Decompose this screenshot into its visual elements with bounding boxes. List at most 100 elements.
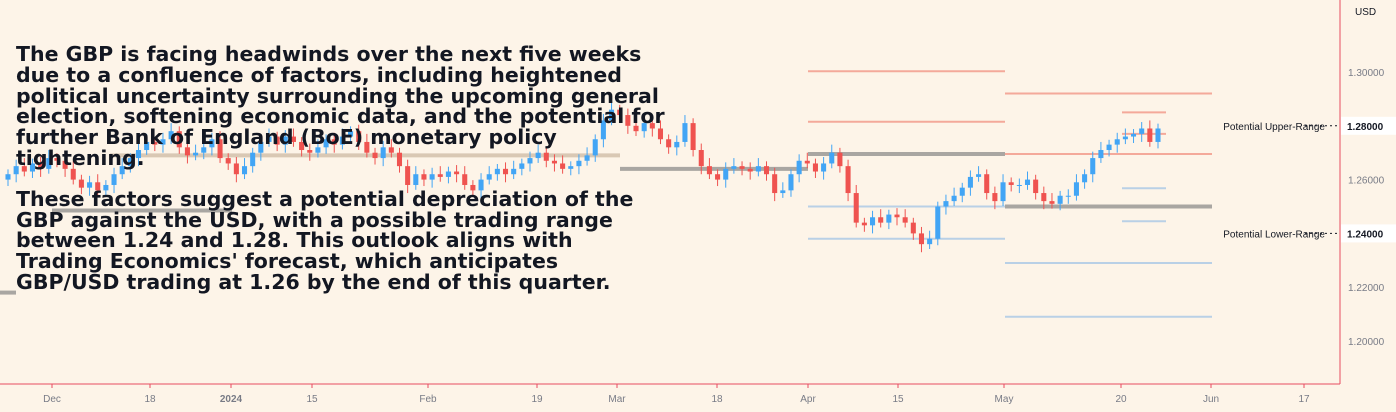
price-label-value: 1.28000: [1347, 122, 1384, 133]
candle-body: [698, 150, 704, 167]
commentary-paragraph-1: The GBP is facing headwinds over the nex…: [16, 42, 665, 170]
candle-body: [666, 139, 672, 148]
candle-body: [584, 155, 590, 161]
candle-body: [127, 158, 133, 167]
candle: [715, 169, 721, 187]
candle: [13, 159, 19, 183]
candle-body: [437, 174, 443, 177]
candle: [184, 140, 190, 164]
candle-body: [943, 201, 949, 207]
price-label-lower: Potential Lower-Range 1.24000: [1223, 224, 1396, 243]
price-label-value: 1.24000: [1347, 229, 1384, 240]
candle-body: [657, 128, 664, 140]
candle: [812, 158, 818, 178]
candle: [348, 126, 354, 144]
candle: [649, 116, 655, 137]
candle-body: [967, 176, 973, 188]
candle: [527, 151, 533, 172]
candle: [78, 174, 84, 195]
candle: [967, 170, 973, 196]
candle-body: [266, 136, 272, 142]
candle: [576, 154, 582, 175]
candle-body: [1041, 193, 1047, 202]
candle: [763, 161, 770, 181]
candle: [984, 169, 990, 200]
candle: [902, 209, 908, 228]
candle-body: [894, 214, 900, 218]
candle-body: [763, 166, 770, 175]
candle-body: [209, 139, 215, 148]
candle: [241, 158, 248, 180]
candle-body: [429, 174, 435, 180]
candle-body: [217, 139, 223, 159]
x-tick-label: Feb: [419, 394, 437, 405]
candle-body: [706, 166, 712, 175]
candle-body: [812, 163, 818, 172]
candle: [1057, 190, 1063, 211]
candle: [1008, 177, 1014, 192]
currency-label[interactable]: USD: [1355, 7, 1377, 18]
candle-body: [821, 163, 827, 172]
candle-body: [13, 166, 19, 175]
candle: [168, 123, 174, 145]
candle: [682, 115, 688, 147]
candle: [103, 180, 109, 197]
price-axis-bg[interactable]: [1340, 0, 1396, 407]
candle: [1147, 120, 1153, 147]
x-tick-label: 17: [1298, 394, 1310, 405]
x-tick-label: 15: [892, 394, 904, 405]
candle: [217, 131, 223, 163]
candle: [804, 152, 810, 169]
candle-body: [1131, 133, 1137, 137]
candle-body: [976, 174, 982, 177]
candle: [772, 167, 778, 202]
candle: [1122, 128, 1128, 145]
candle-body: [348, 131, 354, 137]
commentary-paragraph-2: These factors suggest a potential deprec…: [16, 186, 634, 294]
candle: [600, 113, 606, 148]
candle: [5, 169, 11, 187]
candle: [396, 147, 403, 173]
candle-body: [690, 123, 696, 151]
candle: [1016, 178, 1022, 194]
candle: [111, 167, 117, 194]
candle-body: [935, 206, 941, 239]
candle: [698, 143, 704, 175]
candle-body: [927, 238, 933, 245]
candle-body: [853, 193, 859, 223]
candle-body: [193, 152, 199, 156]
candle-body: [225, 158, 231, 164]
candle: [829, 144, 835, 169]
candle-body: [323, 139, 329, 148]
candle: [258, 135, 264, 161]
candle-body: [617, 109, 623, 116]
x-tick-label: 15: [306, 394, 318, 405]
candle-body: [274, 136, 280, 145]
candle: [551, 154, 557, 172]
candle-body: [1147, 128, 1153, 142]
candle-body: [54, 158, 60, 161]
candle-body: [772, 174, 778, 194]
candle: [927, 230, 933, 250]
x-tick-label: Jun: [1203, 394, 1219, 405]
candle-body: [421, 174, 427, 180]
candle-body: [380, 147, 386, 159]
candle: [788, 169, 794, 197]
candle-body: [445, 171, 451, 177]
candle-body: [462, 174, 468, 185]
candle-body: [674, 141, 680, 148]
candle-body: [364, 141, 370, 153]
candle: [1106, 139, 1112, 157]
candle-body: [299, 141, 305, 151]
candle-body: [527, 158, 533, 164]
candle-body: [535, 152, 541, 159]
candle: [739, 161, 745, 176]
candle-body: [388, 147, 394, 153]
candle-body: [1122, 136, 1128, 140]
candle: [413, 166, 419, 190]
candle: [250, 147, 256, 173]
candle-body: [568, 166, 574, 169]
candle-body: [62, 160, 68, 169]
